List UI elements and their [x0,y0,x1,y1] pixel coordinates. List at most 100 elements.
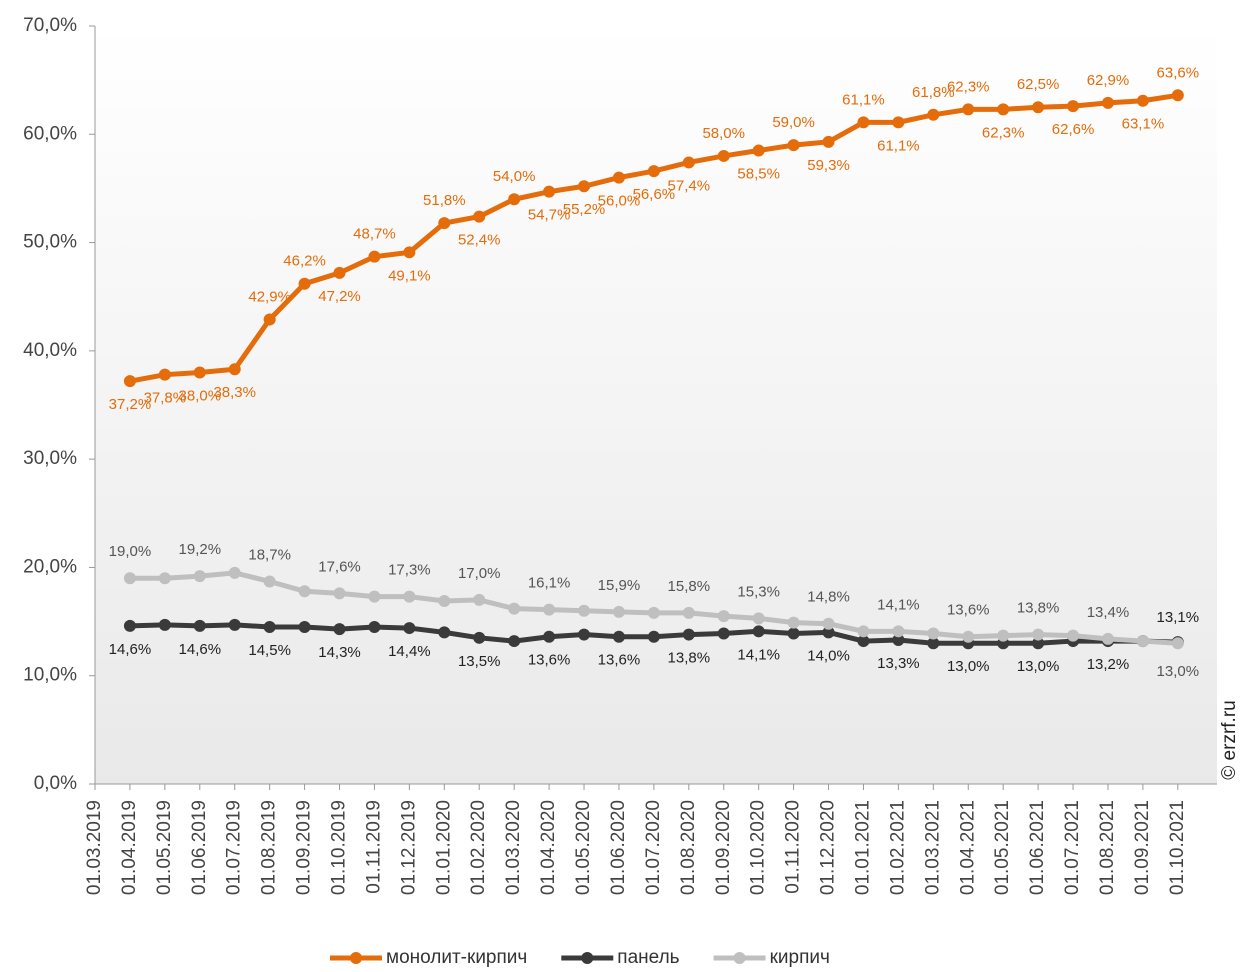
data-label: 51,8% [423,192,466,209]
data-label: 13,6% [528,652,571,669]
point [927,637,940,650]
point [752,625,765,638]
point [543,185,556,198]
x-tick-label: 01.02.2021 [887,800,908,895]
data-label: 47,2% [318,288,361,305]
point [857,635,870,648]
point [228,618,241,631]
point [752,612,765,625]
y-tick-label: 0,0% [34,773,77,794]
point [822,617,835,630]
x-tick-label: 01.12.2019 [398,800,419,895]
legend-marker [733,952,746,964]
point [1136,635,1149,648]
data-label: 52,4% [458,232,501,249]
point [228,566,241,579]
point [787,139,800,152]
point [962,103,975,116]
y-tick-label: 20,0% [23,556,77,577]
point [1101,632,1114,645]
point [647,165,660,178]
point [333,266,346,279]
data-label: 63,1% [1122,116,1165,133]
point [578,604,591,617]
x-tick-label: 01.09.2020 [713,800,734,895]
data-label: 62,3% [947,78,990,95]
point [962,630,975,643]
x-tick-label: 01.10.2021 [1167,800,1188,895]
legend-label: кирпич [770,947,830,968]
point [368,620,381,633]
point [1171,637,1184,650]
point [158,368,171,381]
x-tick-label: 01.05.2020 [573,800,594,895]
data-label: 13,0% [1157,663,1200,680]
data-label: 46,2% [283,253,326,270]
y-tick-label: 60,0% [23,123,77,144]
data-label: 13,8% [1017,600,1060,617]
x-tick-label: 01.05.2019 [154,800,175,895]
data-label: 14,1% [737,646,780,663]
data-label: 38,0% [179,387,222,404]
y-tick-label: 10,0% [23,665,77,686]
data-label: 62,6% [1052,121,1095,138]
point [997,103,1010,116]
point [578,180,591,193]
point [717,627,730,640]
x-tick-label: 01.08.2021 [1097,800,1118,895]
data-label: 49,1% [388,267,431,284]
data-label: 14,1% [877,596,920,613]
x-tick-label: 01.03.2021 [922,800,943,895]
x-tick-label: 01.06.2020 [608,800,629,895]
data-label: 14,0% [807,647,850,664]
data-label: 13,1% [1157,609,1200,626]
point [787,616,800,629]
point [158,618,171,631]
data-label: 19,0% [109,543,152,560]
data-label: 13,5% [458,653,501,670]
point [682,628,695,641]
point [647,606,660,619]
point [892,633,905,646]
point [682,606,695,619]
x-tick-label: 01.07.2020 [643,800,664,895]
point [473,631,486,644]
data-label: 54,7% [528,207,571,224]
data-label: 58,5% [737,165,780,182]
data-label: 56,0% [598,193,641,210]
data-label: 61,1% [842,91,885,108]
legend-label: панель [617,947,679,968]
x-tick-label: 01.08.2020 [678,800,699,895]
point [473,210,486,223]
data-label: 62,9% [1087,72,1130,89]
point [403,246,416,259]
point [438,217,451,230]
data-label: 55,2% [563,201,606,218]
data-label: 59,3% [807,157,850,174]
y-tick-label: 40,0% [23,340,77,361]
y-tick-label: 50,0% [23,232,77,253]
point [892,116,905,129]
x-tick-label: 01.07.2021 [1062,800,1083,895]
point [298,277,311,290]
x-tick-label: 01.06.2019 [189,800,210,895]
x-tick-label: 01.07.2019 [224,800,245,895]
point [508,635,521,648]
point [717,610,730,623]
x-tick-label: 01.01.2020 [433,800,454,895]
data-label: 14,5% [248,642,291,659]
plot-area [95,26,1217,784]
point [857,625,870,638]
point [612,605,625,618]
point [857,116,870,129]
point [1136,94,1149,107]
point [1032,628,1045,641]
data-label: 13,2% [1087,656,1130,673]
y-tick-label: 70,0% [23,15,77,36]
data-label: 14,3% [318,644,361,661]
data-label: 62,3% [982,124,1025,141]
data-label: 63,6% [1157,64,1200,81]
point [787,627,800,640]
data-label: 14,6% [109,641,152,658]
data-label: 61,8% [912,84,955,101]
